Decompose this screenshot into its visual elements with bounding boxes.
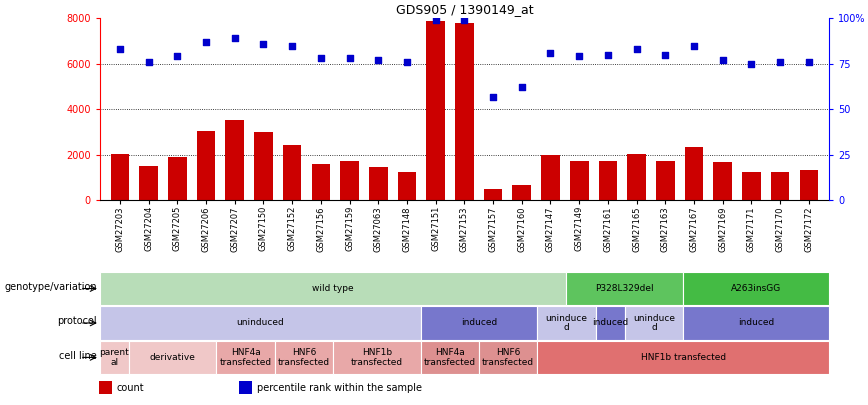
- Bar: [421, 307, 537, 339]
- Point: [429, 17, 443, 23]
- Point: [170, 53, 184, 60]
- Text: parent
al: parent al: [100, 348, 129, 367]
- Point: [515, 84, 529, 91]
- Point: [286, 43, 299, 49]
- Bar: [100, 272, 567, 305]
- Bar: [254, 132, 273, 200]
- Bar: [628, 153, 646, 200]
- Text: induced: induced: [592, 318, 628, 328]
- Text: cell line: cell line: [59, 351, 97, 361]
- Text: percentile rank within the sample: percentile rank within the sample: [257, 383, 422, 393]
- Bar: [683, 272, 829, 305]
- Bar: [226, 119, 244, 200]
- Bar: [168, 157, 187, 200]
- Text: count: count: [117, 383, 145, 393]
- Point: [486, 94, 500, 100]
- Bar: [685, 147, 703, 200]
- Bar: [312, 164, 330, 200]
- Bar: [100, 307, 421, 339]
- Title: GDS905 / 1390149_at: GDS905 / 1390149_at: [396, 3, 533, 16]
- Bar: [799, 170, 819, 200]
- Point: [227, 35, 241, 42]
- Bar: [283, 145, 301, 200]
- Bar: [99, 381, 112, 394]
- Bar: [599, 161, 617, 200]
- Point: [372, 57, 385, 64]
- Bar: [398, 172, 417, 200]
- Bar: [537, 307, 595, 339]
- Point: [773, 59, 787, 65]
- Text: HNF4a
transfected: HNF4a transfected: [220, 348, 272, 367]
- Text: HNF1b
transfected: HNF1b transfected: [351, 348, 403, 367]
- Point: [257, 40, 271, 47]
- Point: [400, 59, 414, 65]
- Bar: [340, 161, 358, 200]
- Bar: [139, 166, 158, 200]
- Bar: [426, 21, 445, 200]
- Bar: [537, 341, 829, 374]
- Point: [199, 39, 213, 45]
- Point: [658, 51, 672, 58]
- Text: HNF1b transfected: HNF1b transfected: [641, 353, 726, 362]
- Text: A263insGG: A263insGG: [731, 284, 781, 293]
- Bar: [110, 154, 129, 200]
- Point: [314, 55, 328, 62]
- Point: [687, 43, 701, 49]
- Bar: [479, 341, 537, 374]
- Text: uninduce
d: uninduce d: [545, 313, 588, 333]
- Bar: [275, 341, 333, 374]
- Text: derivative: derivative: [150, 353, 195, 362]
- Point: [601, 51, 615, 58]
- Text: HNF6
transfected: HNF6 transfected: [482, 348, 534, 367]
- Text: HNF6
transfected: HNF6 transfected: [278, 348, 330, 367]
- Point: [745, 61, 759, 67]
- Bar: [595, 307, 625, 339]
- Bar: [333, 341, 421, 374]
- Bar: [129, 341, 216, 374]
- Text: uninduced: uninduced: [236, 318, 284, 328]
- Bar: [239, 381, 252, 394]
- Bar: [683, 307, 829, 339]
- Bar: [216, 341, 275, 374]
- Bar: [197, 131, 215, 200]
- Text: genotype/variation: genotype/variation: [4, 282, 97, 292]
- Text: induced: induced: [461, 318, 497, 328]
- Text: induced: induced: [738, 318, 774, 328]
- Bar: [483, 189, 503, 200]
- Text: HNF4a
transfected: HNF4a transfected: [424, 348, 476, 367]
- Text: P328L329del: P328L329del: [595, 284, 654, 293]
- Bar: [567, 272, 683, 305]
- Bar: [771, 172, 790, 200]
- Text: protocol: protocol: [57, 316, 97, 326]
- Bar: [570, 161, 589, 200]
- Bar: [100, 341, 129, 374]
- Point: [802, 59, 816, 65]
- Bar: [713, 162, 732, 200]
- Point: [543, 50, 557, 56]
- Bar: [625, 307, 683, 339]
- Point: [113, 46, 127, 53]
- Bar: [541, 156, 560, 200]
- Text: uninduce
d: uninduce d: [633, 313, 675, 333]
- Bar: [512, 185, 531, 200]
- Text: wild type: wild type: [312, 284, 354, 293]
- Bar: [656, 161, 674, 200]
- Bar: [742, 172, 760, 200]
- Point: [343, 55, 357, 62]
- Point: [572, 53, 586, 60]
- Point: [141, 59, 155, 65]
- Bar: [455, 23, 474, 200]
- Point: [457, 17, 471, 23]
- Bar: [369, 167, 388, 200]
- Point: [716, 57, 730, 64]
- Bar: [421, 341, 479, 374]
- Point: [629, 46, 643, 53]
